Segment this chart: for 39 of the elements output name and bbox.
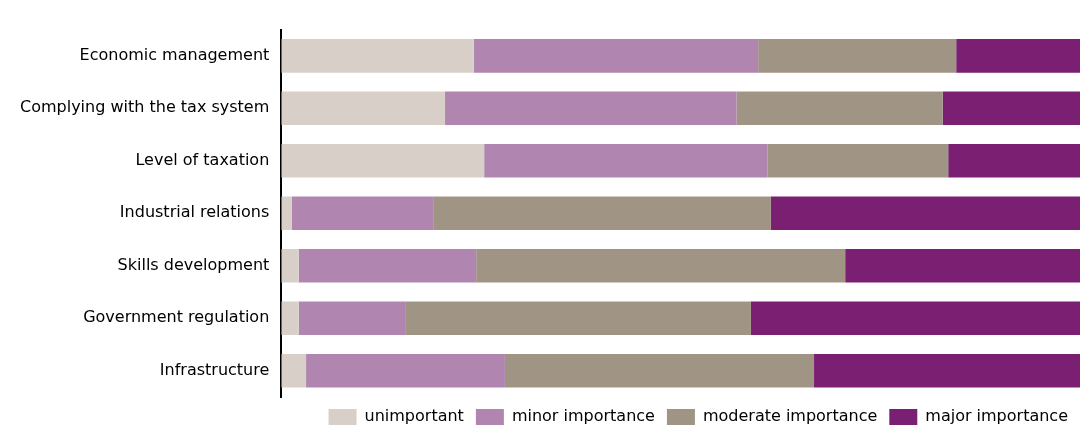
bar [956, 39, 1080, 73]
legend-label: minor importance [511, 406, 655, 426]
bar [948, 144, 1080, 178]
bar [942, 91, 1080, 126]
bar [758, 39, 957, 73]
bar [298, 248, 477, 283]
bar [281, 353, 307, 388]
bar [405, 301, 751, 336]
bar [770, 196, 1080, 231]
bar [433, 196, 771, 231]
bar [484, 144, 768, 178]
bar [306, 353, 505, 388]
bar [750, 301, 1080, 336]
y-tick-label: Level of taxation [135, 149, 270, 169]
bar [281, 91, 446, 126]
legend-label: unimportant [364, 406, 464, 426]
bar [281, 196, 292, 231]
y-tick-label: Government regulation [83, 307, 270, 327]
bar [281, 144, 485, 178]
bar [814, 353, 1080, 388]
legend-label: major importance [925, 406, 1068, 426]
y-tick-label: Complying with the tax system [20, 97, 270, 117]
bar [473, 39, 759, 73]
y-tick-label: Skills development [117, 254, 270, 274]
bar [767, 144, 949, 178]
y-tick-label: Economic management [79, 45, 270, 64]
bar [281, 301, 299, 336]
bar [281, 248, 299, 283]
y-tick-label: Infrastructure [159, 359, 270, 379]
bar [504, 353, 815, 388]
bar [845, 248, 1080, 283]
bar [445, 91, 737, 126]
bar [281, 39, 474, 73]
bar [476, 248, 846, 283]
bar [291, 196, 434, 231]
bar [736, 91, 943, 126]
y-tick-label: Industrial relations [119, 202, 270, 222]
bar [298, 301, 406, 336]
legend-label: moderate importance [702, 406, 878, 426]
